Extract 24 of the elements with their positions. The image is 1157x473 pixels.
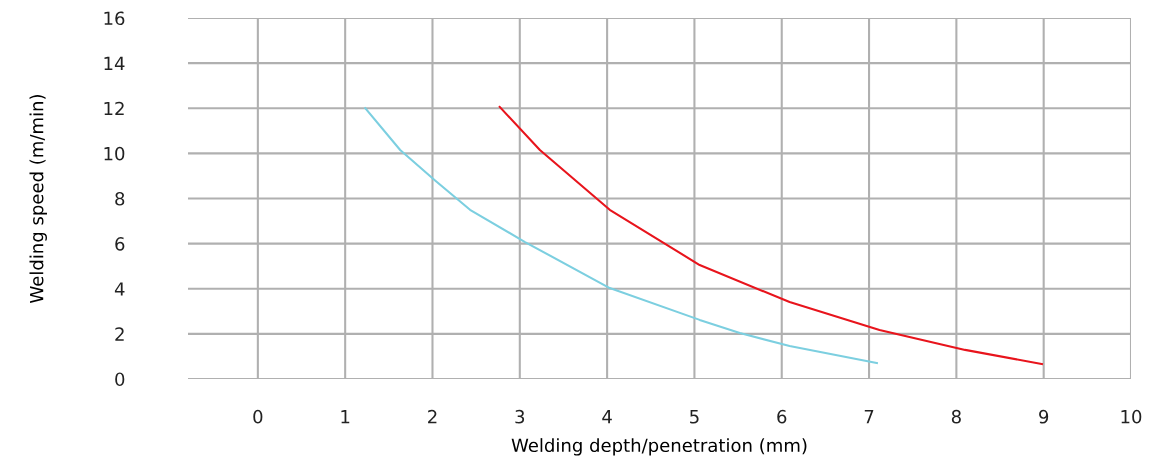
- y-axis-title: Welding speed (m/min): [29, 94, 47, 303]
- y-tick-label: 6: [115, 237, 125, 251]
- y-tick-label: 8: [115, 191, 125, 206]
- x-tick-label: 0: [253, 409, 263, 424]
- y-tick-label: 12: [104, 101, 124, 116]
- y-tick-label: 10: [104, 146, 125, 161]
- line-series: [364, 107, 878, 365]
- x-tick-label: 7: [864, 410, 874, 424]
- x-tick-label: 1: [341, 410, 350, 424]
- y-tick-label: 0: [115, 372, 125, 387]
- x-tick-label: 6: [777, 409, 787, 424]
- y-tick-label: 2: [115, 327, 124, 341]
- y-tick-label: 14: [104, 56, 125, 70]
- x-tick-label: 5: [690, 410, 699, 424]
- x-tick-label: 9: [1039, 409, 1049, 424]
- x-tick-label: 3: [515, 409, 525, 424]
- line-series: [498, 105, 1043, 366]
- x-tick-label: 2: [428, 409, 437, 424]
- x-tick-label: 4: [602, 410, 612, 424]
- y-tick-label: 16: [104, 11, 125, 26]
- y-tick-label: 4: [114, 282, 125, 296]
- x-tick-label: 10: [1121, 409, 1142, 424]
- x-tick-label: 8: [951, 409, 961, 424]
- x-axis-title: Welding depth/penetration (mm): [511, 438, 807, 456]
